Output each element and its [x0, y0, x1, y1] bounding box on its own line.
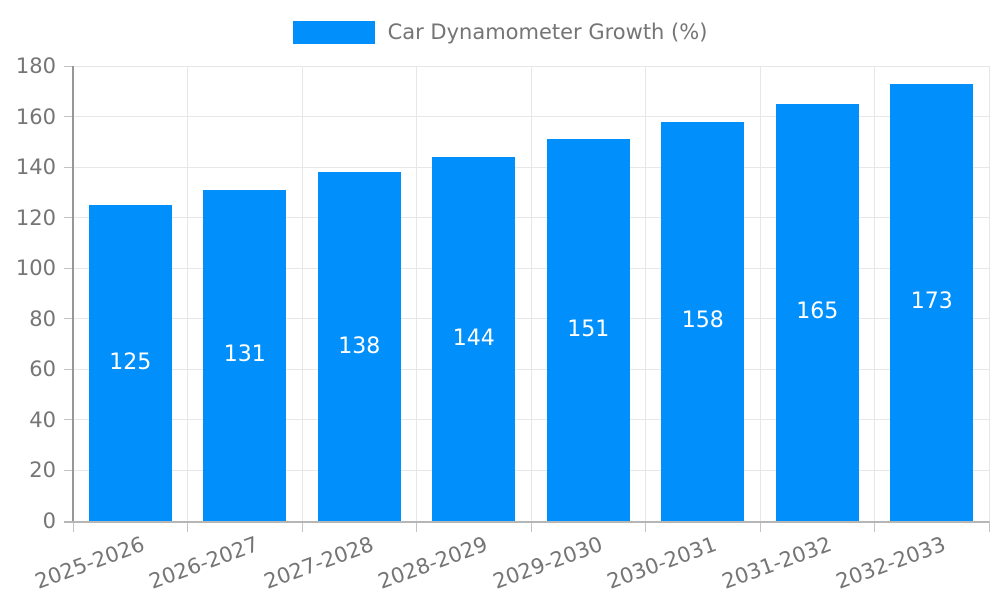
y-tick [64, 217, 73, 219]
x-category-label: 2026-2027 [146, 532, 262, 594]
x-gridline [988, 66, 990, 521]
x-category-label: 2027-2028 [260, 532, 377, 594]
chart-legend: Car Dynamometer Growth (%) [0, 14, 1000, 50]
x-category-label: 2028-2029 [375, 532, 491, 594]
x-category-label: 2025-2026 [31, 532, 148, 594]
y-tick [64, 267, 73, 269]
bar [890, 83, 974, 521]
y-tick-label: 60 [29, 357, 56, 382]
bar [317, 172, 401, 521]
x-axis-line [64, 521, 989, 523]
y-tick [64, 469, 73, 471]
y-tick-label: 0 [42, 509, 56, 533]
x-tick [874, 521, 875, 532]
x-tick [72, 521, 74, 532]
bar-value-label: 165 [796, 299, 839, 325]
x-tick [530, 521, 532, 532]
bar-value-label: 144 [452, 326, 495, 351]
y-tick-label: 100 [15, 256, 56, 281]
y-tick [64, 166, 73, 168]
bar [661, 121, 745, 521]
x-gridline [187, 66, 188, 521]
x-category-label: 2032-2033 [833, 532, 949, 594]
y-tick-label: 160 [15, 104, 56, 129]
x-tick [759, 521, 761, 532]
y-tick-label: 120 [15, 205, 56, 230]
y-tick-label: 40 [29, 407, 56, 432]
bar [88, 205, 172, 521]
y-tick [64, 116, 73, 118]
x-gridline [301, 66, 303, 521]
x-gridline [416, 66, 417, 521]
x-gridline [874, 66, 875, 521]
x-tick [645, 521, 646, 532]
bar-value-label: 131 [223, 342, 266, 368]
bar-value-label: 158 [681, 308, 724, 334]
x-category-label: 2030-2031 [604, 532, 720, 594]
y-tick-label: 20 [29, 458, 56, 483]
y-tick [64, 318, 73, 320]
x-category-label: 2031-2032 [718, 532, 835, 594]
bar-value-label: 151 [567, 317, 610, 343]
bar [546, 139, 630, 521]
y-tick-label: 140 [15, 155, 56, 180]
y-tick [64, 368, 73, 370]
y-tick-label: 180 [15, 54, 56, 78]
y-tick [64, 65, 73, 67]
x-gridline [530, 66, 532, 521]
x-tick [416, 521, 417, 532]
y-axis-line [72, 66, 74, 521]
y-tick [64, 419, 73, 421]
x-gridline [759, 66, 761, 521]
x-category-label: 2029-2030 [489, 532, 606, 594]
x-gridline [645, 66, 646, 521]
x-tick [301, 521, 303, 532]
bar [775, 103, 859, 521]
x-tick [187, 521, 188, 532]
x-tick [988, 521, 990, 532]
legend-label: Car Dynamometer Growth (%) [387, 20, 708, 44]
bar [432, 157, 516, 521]
bar [203, 189, 287, 521]
bar-value-label: 173 [910, 289, 953, 315]
bar-value-label: 138 [338, 333, 381, 359]
y-tick-label: 80 [29, 306, 56, 331]
legend-swatch [292, 20, 375, 44]
bar-value-label: 125 [109, 350, 152, 375]
